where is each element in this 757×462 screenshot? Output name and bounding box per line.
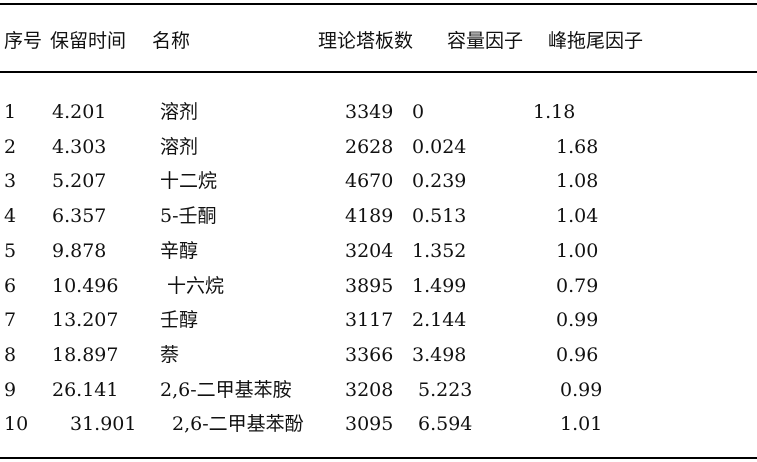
cell-name: 溶剂 [160, 135, 199, 158]
cell-index: 7 [4, 309, 17, 332]
cell-capacity-factor: 2.144 [412, 309, 467, 332]
cell-name: 2,6-二甲基苯酚 [172, 413, 304, 436]
cell-plate-count: 3895 [345, 274, 394, 297]
cell-plate-count: 4189 [345, 205, 394, 228]
cell-plate-count: 3095 [345, 413, 394, 436]
cell-index: 2 [4, 135, 17, 158]
cell-index: 10 [4, 413, 29, 436]
cell-retention-time: 10.496 [52, 274, 119, 297]
header-rule [0, 71, 757, 73]
cell-capacity-factor: 1.352 [412, 239, 467, 262]
cell-retention-time: 4.201 [52, 101, 107, 123]
cell-tailing-factor: 1.08 [556, 170, 599, 193]
cell-retention-time: 18.897 [52, 343, 119, 366]
cell-index: 8 [4, 343, 17, 366]
cell-plate-count: 3204 [345, 239, 394, 262]
header-capacity-factor: 容量因子 [447, 30, 524, 52]
cell-name: 十六烷 [167, 274, 225, 297]
cell-index: 3 [4, 170, 17, 193]
cell-plate-count: 3349 [345, 101, 394, 123]
cell-name: 壬醇 [160, 309, 199, 332]
cell-name: 2,6-二甲基苯胺 [160, 378, 292, 401]
cell-plate-count: 3208 [345, 378, 394, 401]
cell-retention-time: 5.207 [52, 170, 107, 193]
cell-index: 9 [4, 378, 17, 401]
cell-tailing-factor: 1.04 [556, 205, 599, 228]
cell-retention-time: 26.141 [52, 378, 119, 401]
cell-capacity-factor: 1.499 [412, 274, 467, 297]
cell-capacity-factor: 3.498 [412, 343, 467, 366]
cell-capacity-factor: 0 [412, 101, 425, 123]
cell-index: 5 [4, 239, 17, 262]
cell-retention-time: 13.207 [52, 309, 119, 332]
cell-name: 溶剂 [160, 101, 199, 123]
cell-retention-time: 4.303 [52, 135, 107, 158]
cell-plate-count: 4670 [345, 170, 394, 193]
top-rule [0, 3, 757, 5]
header-retention-time: 保留时间 [50, 30, 127, 52]
header-plate-count: 理论塔板数 [318, 30, 414, 52]
cell-name: 十二烷 [160, 170, 218, 193]
cell-name: 萘 [160, 343, 180, 366]
cell-tailing-factor: 0.99 [556, 309, 599, 332]
cell-capacity-factor: 5.223 [418, 378, 473, 401]
header-tailing-factor: 峰拖尾因子 [548, 30, 644, 52]
cell-index: 1 [4, 101, 17, 123]
cell-plate-count: 3117 [345, 309, 394, 332]
cell-name: 辛醇 [160, 239, 199, 262]
cell-name: 5-壬酮 [160, 205, 217, 228]
cell-tailing-factor: 1.18 [533, 101, 576, 123]
cell-tailing-factor: 0.79 [556, 274, 599, 297]
cell-tailing-factor: 1.00 [556, 239, 599, 262]
cell-tailing-factor: 1.68 [556, 135, 599, 158]
cell-plate-count: 3366 [345, 343, 394, 366]
header-index: 序号 [4, 30, 43, 52]
cell-plate-count: 2628 [345, 135, 394, 158]
cell-capacity-factor: 0.239 [412, 170, 467, 193]
cell-tailing-factor: 1.01 [560, 413, 603, 436]
header-name: 名称 [152, 30, 191, 52]
cell-index: 4 [4, 205, 17, 228]
bottom-rule [0, 457, 757, 459]
cell-retention-time: 6.357 [52, 205, 107, 228]
cell-capacity-factor: 6.594 [418, 413, 473, 436]
cell-index: 6 [4, 274, 17, 297]
cell-capacity-factor: 0.024 [412, 135, 467, 158]
cell-retention-time: 9.878 [52, 239, 107, 262]
cell-tailing-factor: 0.99 [560, 378, 603, 401]
cell-tailing-factor: 0.96 [556, 343, 599, 366]
cell-capacity-factor: 0.513 [412, 205, 467, 228]
cell-retention-time: 31.901 [70, 413, 137, 436]
